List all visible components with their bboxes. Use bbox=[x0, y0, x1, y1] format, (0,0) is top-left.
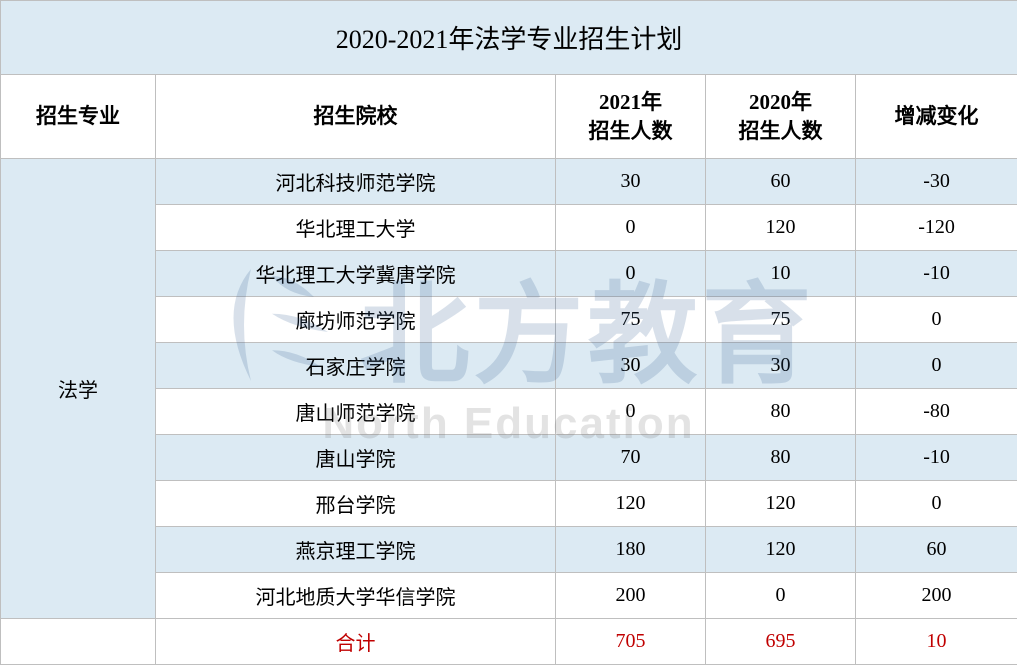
y2021-cell: 75 bbox=[556, 297, 706, 343]
enrollment-table: 2020-2021年法学专业招生计划 招生专业 招生院校 2021年 招生人数 … bbox=[0, 0, 1017, 665]
delta-cell: 60 bbox=[856, 527, 1017, 573]
school-cell: 石家庄学院 bbox=[156, 343, 556, 389]
table-title: 2020-2021年法学专业招生计划 bbox=[1, 1, 1017, 75]
delta-cell: 0 bbox=[856, 481, 1017, 527]
y2021-cell: 120 bbox=[556, 481, 706, 527]
y2020-cell: 80 bbox=[706, 389, 856, 435]
school-cell: 河北地质大学华信学院 bbox=[156, 573, 556, 619]
y2020-cell: 120 bbox=[706, 205, 856, 251]
delta-cell: -10 bbox=[856, 251, 1017, 297]
col-header-major: 招生专业 bbox=[1, 75, 156, 159]
school-cell: 唐山学院 bbox=[156, 435, 556, 481]
total-label: 合计 bbox=[156, 619, 556, 665]
y2021-cell: 30 bbox=[556, 343, 706, 389]
school-cell: 廊坊师范学院 bbox=[156, 297, 556, 343]
col-header-school: 招生院校 bbox=[156, 75, 556, 159]
school-cell: 燕京理工学院 bbox=[156, 527, 556, 573]
col-header-y2021: 2021年 招生人数 bbox=[556, 75, 706, 159]
school-cell: 河北科技师范学院 bbox=[156, 159, 556, 205]
school-cell: 华北理工大学 bbox=[156, 205, 556, 251]
major-cell: 法学 bbox=[1, 159, 156, 619]
table-title-row: 2020-2021年法学专业招生计划 bbox=[1, 1, 1017, 75]
y2021-cell: 200 bbox=[556, 573, 706, 619]
school-cell: 唐山师范学院 bbox=[156, 389, 556, 435]
y2021-cell: 0 bbox=[556, 251, 706, 297]
y2020-cell: 120 bbox=[706, 481, 856, 527]
total-delta: 10 bbox=[856, 619, 1017, 665]
y2020-cell: 60 bbox=[706, 159, 856, 205]
y2021-cell: 30 bbox=[556, 159, 706, 205]
delta-cell: -10 bbox=[856, 435, 1017, 481]
delta-cell: -80 bbox=[856, 389, 1017, 435]
y2020-cell: 120 bbox=[706, 527, 856, 573]
y2021-cell: 0 bbox=[556, 205, 706, 251]
table-row: 法学河北科技师范学院3060-30 bbox=[1, 159, 1017, 205]
y2020-cell: 80 bbox=[706, 435, 856, 481]
delta-cell: -30 bbox=[856, 159, 1017, 205]
total-row: 合计70569510 bbox=[1, 619, 1017, 665]
col-header-delta: 增减变化 bbox=[856, 75, 1017, 159]
school-cell: 华北理工大学冀唐学院 bbox=[156, 251, 556, 297]
total-y2020: 695 bbox=[706, 619, 856, 665]
y2021-cell: 0 bbox=[556, 389, 706, 435]
y2020-cell: 10 bbox=[706, 251, 856, 297]
delta-cell: 0 bbox=[856, 297, 1017, 343]
delta-cell: -120 bbox=[856, 205, 1017, 251]
delta-cell: 0 bbox=[856, 343, 1017, 389]
delta-cell: 200 bbox=[856, 573, 1017, 619]
col-header-y2020: 2020年 招生人数 bbox=[706, 75, 856, 159]
y2020-cell: 30 bbox=[706, 343, 856, 389]
table-header-row: 招生专业 招生院校 2021年 招生人数 2020年 招生人数 增减变化 bbox=[1, 75, 1017, 159]
total-blank bbox=[1, 619, 156, 665]
total-y2021: 705 bbox=[556, 619, 706, 665]
school-cell: 邢台学院 bbox=[156, 481, 556, 527]
y2020-cell: 0 bbox=[706, 573, 856, 619]
y2021-cell: 70 bbox=[556, 435, 706, 481]
y2020-cell: 75 bbox=[706, 297, 856, 343]
y2021-cell: 180 bbox=[556, 527, 706, 573]
